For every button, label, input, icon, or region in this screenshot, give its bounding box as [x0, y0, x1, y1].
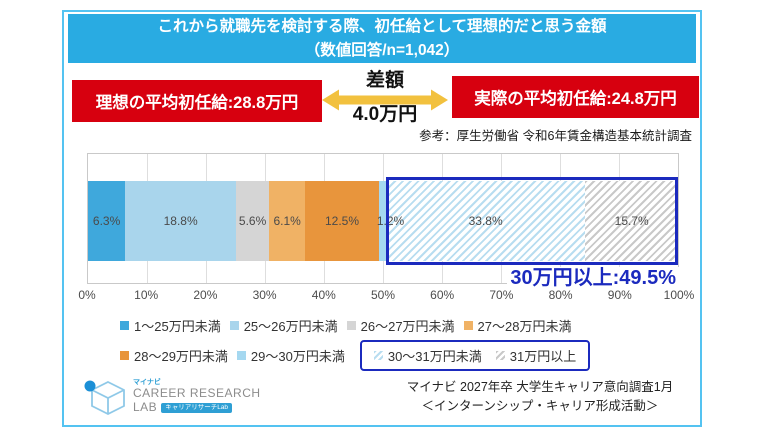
legend-label: 26～27万円未満	[360, 319, 455, 334]
survey-line-2: ＜インターンシップ・キャリア形成活動＞	[421, 399, 659, 414]
legend-marker	[236, 351, 246, 360]
highlight-box	[385, 177, 678, 265]
legend-label: 25～26万円未満	[243, 319, 338, 334]
legend-marker	[373, 351, 383, 360]
ideal-salary-box: 理想の平均初任給:28.8万円	[72, 80, 322, 122]
bar-segment-6: 1.2%	[377, 181, 404, 261]
difference-group: 差額 4.0万円	[322, 70, 448, 126]
highlight-label: 30万円以上:49.5%	[507, 267, 679, 289]
x-axis-tick: 70%	[489, 288, 514, 302]
legend-marker	[120, 321, 129, 330]
x-axis-tick: 40%	[311, 288, 336, 302]
stacked-bar: 6.3% 18.8% 5.6% 6.1% 12.5% 1.2% 33.8% 15.7%	[88, 181, 678, 261]
legend-item: 29～30万円未満	[236, 346, 345, 365]
x-axis-tick: 30%	[252, 288, 277, 302]
bar-segment-label: 1.2%	[376, 214, 405, 228]
difference-label: 差額	[365, 70, 404, 91]
content-card: これから就職先を検討する際、初任給として理想的だと思う金額 （数値回答/n=1,…	[62, 10, 702, 427]
bar-segment-label: 6.3%	[92, 214, 121, 228]
legend-item: 30～31万円未満	[373, 346, 482, 365]
legend-marker	[229, 321, 239, 330]
title-line-2: （数値回答/n=1,042）	[304, 41, 460, 59]
x-axis-tick: 10%	[134, 288, 159, 302]
legend-item: 1～25万円未満	[120, 316, 221, 335]
x-axis-tick: 80%	[548, 288, 573, 302]
bar-segment-label: 12.5%	[324, 214, 359, 228]
bar-segment-label: 18.8%	[163, 214, 198, 228]
bar-segment-label: 15.7%	[614, 214, 649, 228]
logo-lab-text: LAB	[133, 400, 158, 415]
highlight-label-row: 30万円以上:49.5%	[87, 261, 679, 290]
career-research-lab-logo: マイナビ CAREER RESEARCH LAB キャリアリサーチLab	[82, 376, 261, 418]
bar-segment-label: 6.1%	[273, 214, 301, 228]
legend-label: 28～29万円未満	[134, 349, 228, 364]
bar-segment-4: 6.1%	[269, 181, 306, 261]
x-axis-tick: 50%	[370, 288, 396, 302]
plot-area: 6.3% 18.8% 5.6% 6.1% 12.5% 1.2% 33.8% 15.7%	[87, 153, 679, 284]
legend-marker	[463, 321, 473, 330]
survey-line-1: マイナビ 2027年卒 大学生キャリア意向調査1月	[406, 380, 674, 394]
x-axis: 0% 10% 20% 30% 40% 50% 60% 70% 80% 90% 100%	[78, 288, 694, 304]
bar-segment-8: 15.7%	[585, 181, 678, 261]
legend-label: 31万円以上	[509, 349, 577, 364]
logo-texts: マイナビ CAREER RESEARCH LAB キャリアリサーチLab	[133, 379, 261, 415]
logo-line-2: LAB キャリアリサーチLab	[133, 400, 261, 415]
legend-item: 27～28万円未満	[463, 316, 572, 335]
ideal-salary-label: 理想の平均初任給:28.8万円	[95, 94, 299, 112]
legend-highlight-box: 30～31万円未満 31万円以上	[359, 340, 591, 371]
bar-segment-5: 12.5%	[305, 181, 379, 261]
difference-value: 4.0万円	[352, 104, 418, 125]
bar-segment-label: 33.8%	[468, 214, 503, 228]
x-axis-tick: 60%	[430, 288, 455, 302]
legend-item: 25～26万円未満	[229, 316, 338, 335]
bar-segment-label: 5.6%	[238, 214, 267, 228]
legend-item: 31万円以上	[495, 346, 577, 365]
legend-item: 26～27万円未満	[346, 316, 455, 335]
survey-caption: マイナビ 2027年卒 大学生キャリア意向調査1月 ＜インターンシップ・キャリア…	[382, 378, 698, 417]
x-axis-tick: 90%	[607, 288, 632, 302]
logo-line-1: CAREER RESEARCH	[133, 386, 261, 401]
reference-note: 参考：厚生労働省 令和6年賃金構造基本統計調査	[419, 129, 692, 143]
bar-segment-1: 6.3%	[88, 181, 126, 261]
logo-badge: キャリアリサーチLab	[161, 403, 233, 413]
title-line-1: これから就職先を検討する際、初任給として理想的だと思う金額	[157, 18, 607, 36]
title-bar: これから就職先を検討する際、初任給として理想的だと思う金額 （数値回答/n=1,…	[68, 14, 696, 63]
legend-label: 29～30万円未満	[250, 349, 345, 364]
legend-label: 1～25万円未満	[134, 319, 221, 334]
cube-logo-icon	[84, 380, 125, 416]
x-axis-tick: 100%	[663, 288, 695, 302]
legend-row-2: 28～29万円未満 29～30万円未満 30～31万円未満 31万円以上	[120, 340, 591, 371]
x-axis-tick: 0%	[78, 288, 96, 302]
bar-segment-2: 18.8%	[125, 181, 237, 261]
legend-marker	[120, 351, 129, 360]
x-axis-tick: 20%	[193, 288, 218, 302]
legend-marker	[346, 321, 356, 330]
logo-brand-small: マイナビ	[133, 379, 161, 387]
legend-label: 30～31万円未満	[387, 349, 482, 364]
bar-segment-7: 33.8%	[385, 181, 586, 261]
actual-salary-label: 実際の平均初任給:24.8万円	[474, 90, 677, 108]
bar-segment-3: 5.6%	[236, 181, 270, 261]
legend-marker	[495, 351, 505, 360]
actual-salary-box: 実際の平均初任給:24.8万円	[452, 76, 699, 118]
double-arrow-icon	[322, 89, 448, 111]
legend-label: 27～28万円未満	[477, 319, 572, 334]
legend-row-1: 1～25万円未満 25～26万円未満 26～27万円未満 27～28万円未満	[120, 316, 571, 335]
legend-item: 28～29万円未満	[120, 346, 228, 365]
